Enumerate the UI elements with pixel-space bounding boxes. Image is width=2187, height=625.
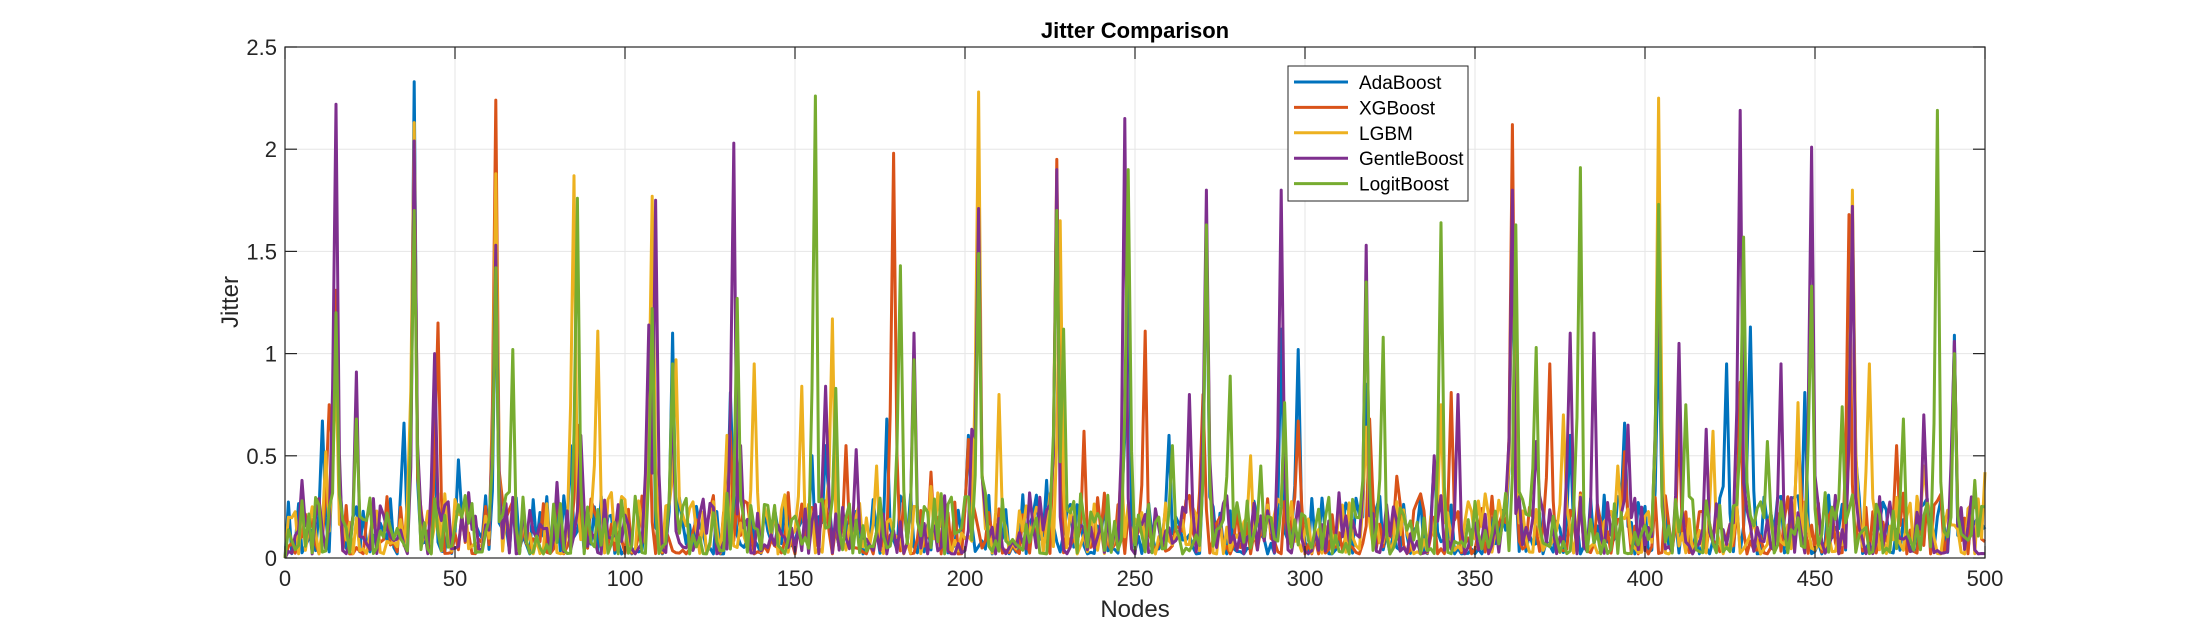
legend-label-adaboost: AdaBoost bbox=[1359, 73, 1442, 94]
y-tick-label: 0 bbox=[265, 546, 277, 571]
y-tick-label: 1.5 bbox=[246, 239, 277, 264]
x-tick-label: 150 bbox=[777, 566, 814, 591]
x-tick-label: 50 bbox=[443, 566, 467, 591]
x-tick-label: 250 bbox=[1117, 566, 1154, 591]
y-tick-label: 1 bbox=[265, 342, 277, 367]
legend-label-xgboost: XGBoost bbox=[1359, 98, 1436, 119]
ticks: 0 50 100 150 200 250 300 350 400 450 500 0 0.5 1 1.5 2 2… bbox=[246, 35, 2003, 591]
x-tick-label: 200 bbox=[947, 566, 984, 591]
x-tick-label: 300 bbox=[1287, 566, 1324, 591]
x-tick-label: 350 bbox=[1457, 566, 1494, 591]
y-tick-label: 0.5 bbox=[246, 444, 277, 469]
legend-label-gentleboost: GentleBoost bbox=[1359, 149, 1464, 170]
x-tick-label: 500 bbox=[1967, 566, 2004, 591]
legend: AdaBoost XGBoost LGBM GentleBoost LogitBoost bbox=[1287, 65, 1469, 202]
x-axis-label: Nodes bbox=[1100, 596, 1169, 623]
x-tick-label: 450 bbox=[1797, 566, 1834, 591]
y-tick-label: 2.5 bbox=[246, 35, 277, 60]
x-tick-label: 0 bbox=[279, 566, 291, 591]
y-tick-label: 2 bbox=[265, 137, 277, 162]
y-axis-label: Jitter bbox=[217, 276, 244, 328]
legend-label-logitboost: LogitBoost bbox=[1359, 175, 1450, 196]
x-tick-label: 400 bbox=[1627, 566, 1664, 591]
legend-label-lgbm: LGBM bbox=[1359, 124, 1413, 145]
chart-title: Jitter Comparison bbox=[1041, 18, 1229, 43]
x-tick-label: 100 bbox=[607, 566, 644, 591]
